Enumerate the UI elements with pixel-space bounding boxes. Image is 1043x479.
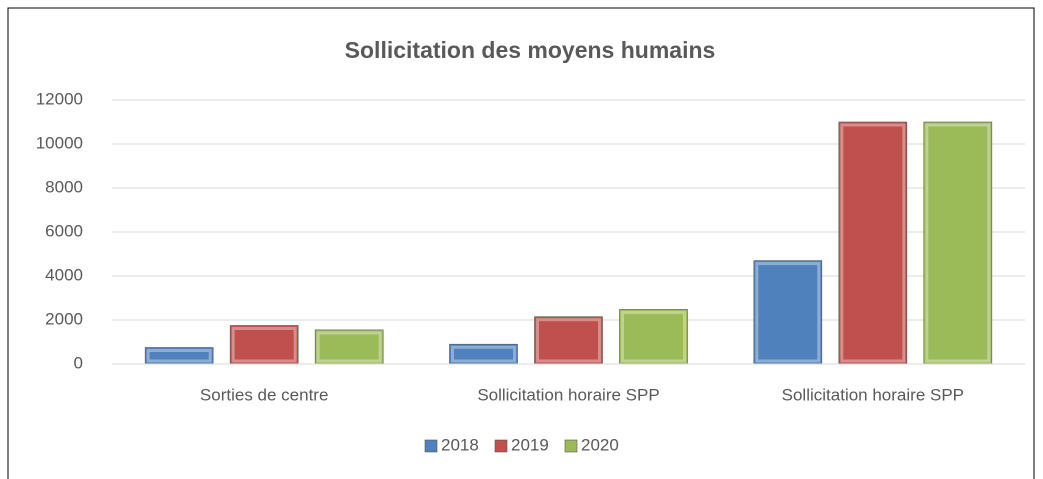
bar xyxy=(534,316,603,365)
y-tick-label: 10000 xyxy=(36,133,83,152)
bar xyxy=(838,121,908,365)
chart-frame xyxy=(7,7,1035,479)
chart-title: Sollicitation des moyens humains xyxy=(345,37,716,63)
y-tick-label: 4000 xyxy=(45,265,83,284)
x-tick-label: Sollicitation horaire SPP xyxy=(782,385,964,404)
bar xyxy=(923,121,993,365)
legend-label: 2018 xyxy=(441,435,479,454)
legend-swatch xyxy=(494,439,508,453)
x-tick-label: Sollicitation horaire SPP xyxy=(477,385,659,404)
bar xyxy=(229,325,299,365)
bar xyxy=(753,260,823,365)
y-tick-label: 0 xyxy=(74,353,83,372)
y-tick-label: 12000 xyxy=(36,89,83,108)
y-tick-label: 2000 xyxy=(45,309,83,328)
legend-label: 2019 xyxy=(511,435,549,454)
bar xyxy=(619,309,688,365)
x-tick-label: Sorties de centre xyxy=(200,385,329,404)
legend-swatch xyxy=(564,439,578,453)
legend-label: 2020 xyxy=(581,435,619,454)
bar xyxy=(314,329,384,365)
y-tick-label: 8000 xyxy=(45,177,83,196)
legend-swatch xyxy=(424,439,438,453)
y-tick-label: 6000 xyxy=(45,221,83,240)
